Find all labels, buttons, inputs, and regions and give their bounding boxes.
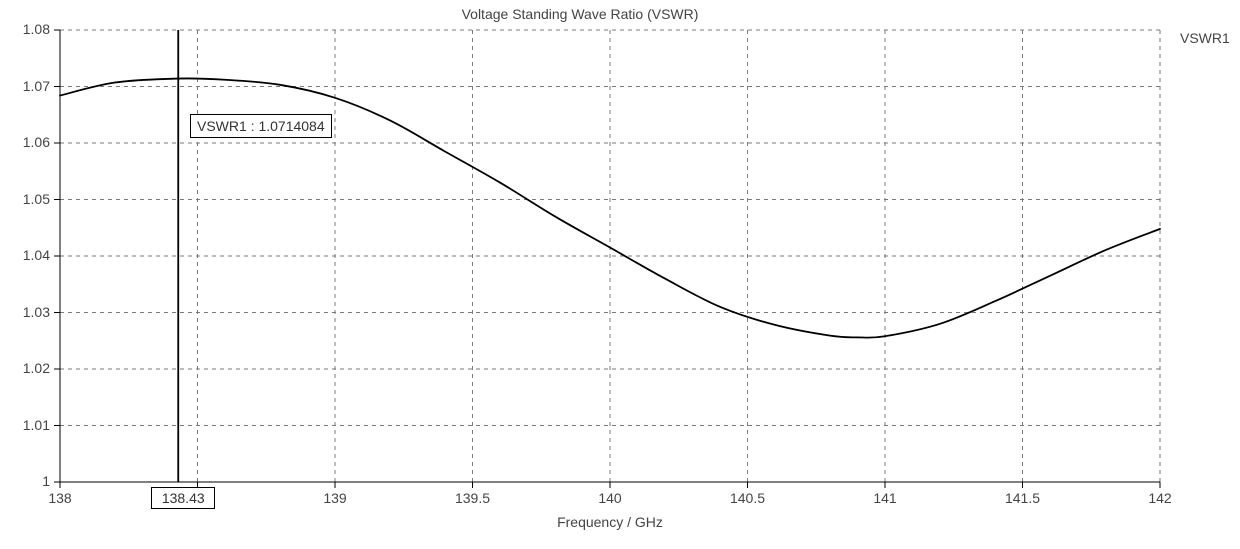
y-tick-label: 1.04 bbox=[23, 247, 50, 263]
x-tick-label: 140 bbox=[580, 490, 640, 506]
x-tick-label: 139 bbox=[305, 490, 365, 506]
x-tick-label: 138 bbox=[30, 490, 90, 506]
chart-title: Voltage Standing Wave Ratio (VSWR) bbox=[0, 6, 1160, 22]
x-tick-label: 140.5 bbox=[718, 490, 778, 506]
vswr-chart: Voltage Standing Wave Ratio (VSWR) 1 1.01… bbox=[0, 0, 1240, 549]
y-tick-label: 1.03 bbox=[23, 304, 50, 320]
marker-x-value-box: 138.43 bbox=[151, 487, 215, 509]
legend-label: VSWR1 bbox=[1180, 30, 1230, 46]
x-tick-label: 141 bbox=[855, 490, 915, 506]
y-tick-label: 1 bbox=[42, 473, 50, 489]
marker-annotation: VSWR1 : 1.0714084 bbox=[190, 114, 332, 138]
y-tick-label: 1.06 bbox=[23, 134, 50, 150]
x-tick-label: 142 bbox=[1130, 490, 1190, 506]
y-tick-label: 1.08 bbox=[23, 21, 50, 37]
y-tick-label: 1.07 bbox=[23, 78, 50, 94]
x-tick-label: 141.5 bbox=[993, 490, 1053, 506]
y-tick-label: 1.01 bbox=[23, 417, 50, 433]
x-axis-label: Frequency / GHz bbox=[60, 514, 1160, 530]
chart-plot-area bbox=[0, 0, 1240, 549]
y-tick-label: 1.02 bbox=[23, 360, 50, 376]
x-tick-label: 139.5 bbox=[443, 490, 503, 506]
y-tick-label: 1.05 bbox=[23, 191, 50, 207]
